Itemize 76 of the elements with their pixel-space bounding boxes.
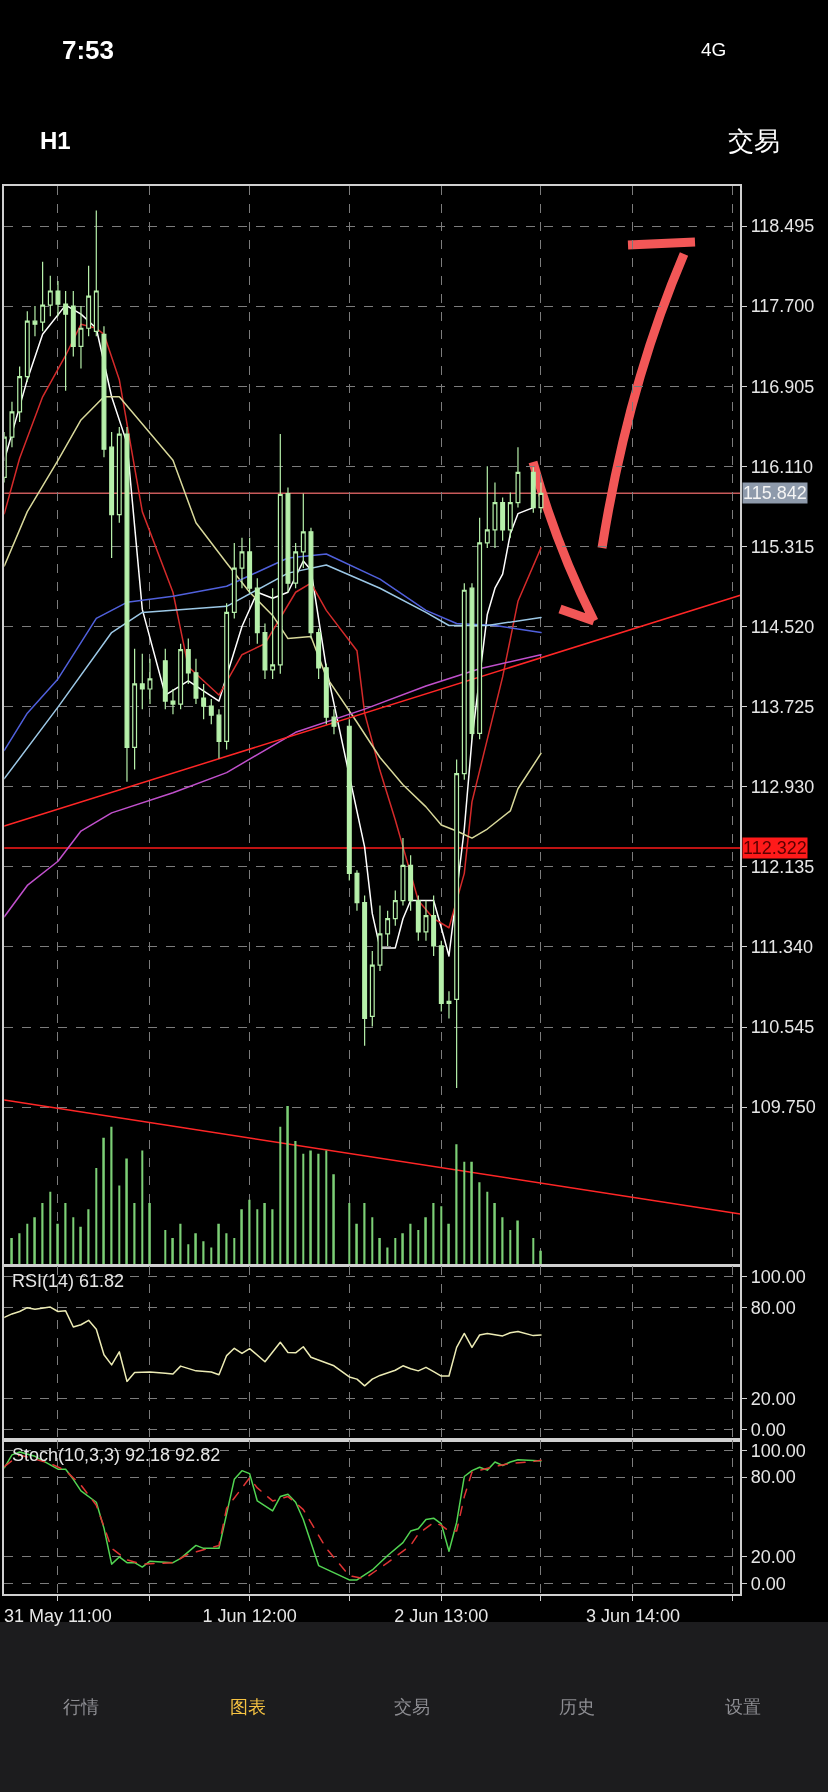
y-tick-label: 20.00 bbox=[750, 1389, 796, 1410]
y-tick-label: 109.750 bbox=[750, 1097, 816, 1118]
bar bbox=[493, 1202, 496, 1265]
text: 行情 bbox=[63, 1697, 99, 1717]
y-tick-label: 116.110 bbox=[750, 456, 814, 477]
bar bbox=[294, 1140, 297, 1265]
bar bbox=[10, 1237, 13, 1265]
y-tick-label: 100.00 bbox=[750, 1266, 806, 1287]
bar bbox=[240, 1209, 243, 1265]
text: 交易 bbox=[728, 126, 780, 156]
x-tick-label: 1 Jun 12:00 bbox=[202, 1606, 297, 1627]
text: 7:53 bbox=[62, 35, 115, 65]
x-tick-label: 2 Jun 13:00 bbox=[394, 1606, 489, 1627]
bar bbox=[478, 1182, 481, 1265]
text: 设置 bbox=[725, 1697, 761, 1717]
y-tick-label: 116.905 bbox=[750, 376, 815, 397]
bar bbox=[49, 1191, 52, 1265]
bar bbox=[194, 1233, 197, 1265]
bar bbox=[286, 1106, 289, 1265]
ref-line-label: 112.322 bbox=[743, 838, 807, 858]
text: 4G bbox=[701, 39, 727, 60]
y-tick-label: 113.725 bbox=[750, 696, 815, 717]
bar bbox=[64, 1202, 67, 1265]
y-tick-label: 110.545 bbox=[750, 1017, 815, 1038]
x-tick-label: 31 May 11:00 bbox=[4, 1606, 112, 1627]
bar bbox=[217, 1223, 220, 1265]
x-tick-label: 3 Jun 14:00 bbox=[585, 1606, 681, 1627]
y-tick-label: 112.930 bbox=[750, 777, 815, 798]
y-tick-label: 80.00 bbox=[750, 1297, 796, 1318]
bar bbox=[279, 1126, 282, 1265]
bar bbox=[455, 1144, 458, 1265]
bar bbox=[401, 1233, 404, 1265]
bar bbox=[424, 1217, 427, 1265]
bar bbox=[87, 1209, 90, 1265]
bar bbox=[33, 1217, 36, 1265]
y-tick-label: 100.00 bbox=[750, 1440, 806, 1461]
bar bbox=[417, 1230, 420, 1265]
bar bbox=[18, 1233, 21, 1265]
y-tick-label: 20.00 bbox=[750, 1547, 796, 1568]
chart-title: RSI(14) 61.82 bbox=[12, 1271, 125, 1291]
bar bbox=[72, 1217, 75, 1265]
bar bbox=[447, 1223, 450, 1265]
bar bbox=[463, 1161, 466, 1265]
bar bbox=[486, 1191, 489, 1265]
bar bbox=[210, 1247, 213, 1265]
y-tick-label: 111.340 bbox=[750, 937, 814, 958]
bar bbox=[225, 1233, 228, 1265]
bar bbox=[41, 1202, 44, 1265]
y-tick-label: 117.700 bbox=[750, 296, 815, 317]
text: H1 bbox=[40, 127, 71, 154]
bar bbox=[432, 1202, 435, 1265]
bar bbox=[470, 1161, 473, 1265]
y-tick-label: 112.135 bbox=[750, 857, 815, 878]
bar bbox=[256, 1209, 259, 1265]
y-tick-label: 115.315 bbox=[750, 536, 815, 557]
text: 图表 bbox=[230, 1697, 266, 1717]
ref-line-label: 115.842 bbox=[743, 483, 807, 503]
bar bbox=[501, 1217, 504, 1265]
y-tick-label: 114.520 bbox=[750, 616, 815, 637]
bar bbox=[302, 1153, 305, 1265]
bar bbox=[79, 1226, 82, 1265]
y-tick-label: 0.00 bbox=[750, 1573, 786, 1594]
bar bbox=[233, 1237, 236, 1265]
bar bbox=[440, 1206, 443, 1265]
y-tick-label: 118.495 bbox=[750, 216, 815, 237]
bar bbox=[263, 1202, 266, 1265]
text: 历史 bbox=[559, 1697, 595, 1717]
y-tick-label: 0.00 bbox=[750, 1419, 786, 1440]
bar bbox=[26, 1223, 29, 1265]
bar bbox=[271, 1209, 274, 1265]
text: 交易 bbox=[394, 1697, 430, 1717]
y-tick-label: 80.00 bbox=[750, 1467, 796, 1488]
bar bbox=[509, 1230, 512, 1265]
bar bbox=[248, 1199, 251, 1265]
bar bbox=[56, 1223, 59, 1265]
bar bbox=[95, 1168, 98, 1265]
